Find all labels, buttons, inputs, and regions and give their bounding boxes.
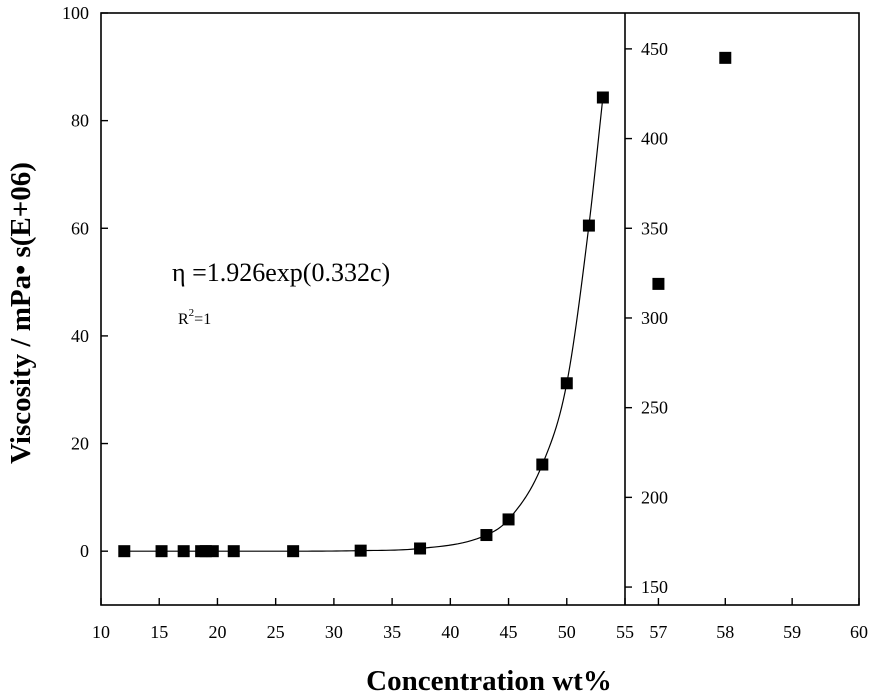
data-point [206, 545, 219, 558]
x-tick-label: 35 [383, 622, 401, 642]
data-point [227, 545, 240, 558]
data-point [177, 545, 190, 558]
x-tick-label: 40 [441, 622, 459, 642]
data-point [414, 542, 427, 555]
main-x-axis-ticks: 10 15 20 25 30 35 40 45 50 55 [92, 598, 634, 642]
r-squared-suffix: =1 [194, 311, 211, 328]
inset-x-tick-label: 58 [716, 622, 734, 642]
y-axis-title: Viscosity / mPa• s(E+06) [5, 162, 37, 464]
x-tick-label: 50 [558, 622, 576, 642]
data-point [536, 458, 549, 471]
y-tick-label: 60 [71, 218, 89, 238]
inset-y-tick-label: 350 [641, 218, 668, 238]
inset-y-tick-label: 300 [641, 308, 668, 328]
data-point [287, 545, 300, 558]
y-tick-label: 100 [62, 3, 89, 23]
inset-x-tick-label: 57 [649, 622, 667, 642]
plot-border [100, 12, 860, 606]
r-squared-prefix: R [178, 311, 189, 328]
inset-panel-data-points [652, 51, 732, 290]
data-point [560, 377, 573, 390]
exponential-fit-curve [124, 97, 604, 552]
r-squared-label: R2=1 [178, 307, 211, 328]
main-y-axis-ticks: 0 20 40 60 80 100 [62, 3, 108, 561]
inset-x-tick-label: 59 [783, 622, 801, 642]
x-tick-label: 45 [500, 622, 518, 642]
inset-y-tick-label: 200 [641, 487, 668, 507]
y-tick-label: 20 [71, 434, 89, 454]
fit-curve-path [124, 97, 604, 552]
x-tick-label: 20 [208, 622, 226, 642]
x-axis-title: Concentration wt% [366, 665, 612, 694]
data-point [596, 91, 609, 104]
inset-y-tick-label: 150 [641, 577, 668, 597]
data-point [118, 545, 131, 558]
x-tick-label: 30 [325, 622, 343, 642]
inset-x-axis-ticks: 57 58 59 60 [649, 598, 868, 642]
data-point [582, 219, 595, 232]
fit-equation-label: η =1.926exp(0.332c) [172, 258, 390, 287]
data-point [155, 545, 168, 558]
inset-y-tick-label: 250 [641, 398, 668, 418]
inset-data-point [719, 51, 732, 64]
x-tick-label: 15 [150, 622, 168, 642]
plot-frame [100, 12, 860, 606]
inset-x-tick-label: 60 [850, 622, 868, 642]
y-tick-label: 40 [71, 326, 89, 346]
inset-y-axis-ticks: 150 200 250 300 350 400 450 [625, 39, 668, 597]
y-tick-label: 0 [80, 541, 89, 561]
inset-y-tick-label: 400 [641, 129, 668, 149]
y-tick-label: 80 [71, 111, 89, 131]
inset-y-tick-label: 450 [641, 39, 668, 59]
x-tick-label: 10 [92, 622, 110, 642]
data-point [502, 513, 515, 526]
inset-data-point [652, 277, 665, 290]
r-squared-exponent: 2 [189, 307, 195, 319]
data-point [354, 544, 367, 557]
data-point [480, 529, 493, 542]
x-tick-label: 55 [616, 622, 634, 642]
main-panel-data-points [118, 91, 609, 558]
x-tick-label: 25 [267, 622, 285, 642]
